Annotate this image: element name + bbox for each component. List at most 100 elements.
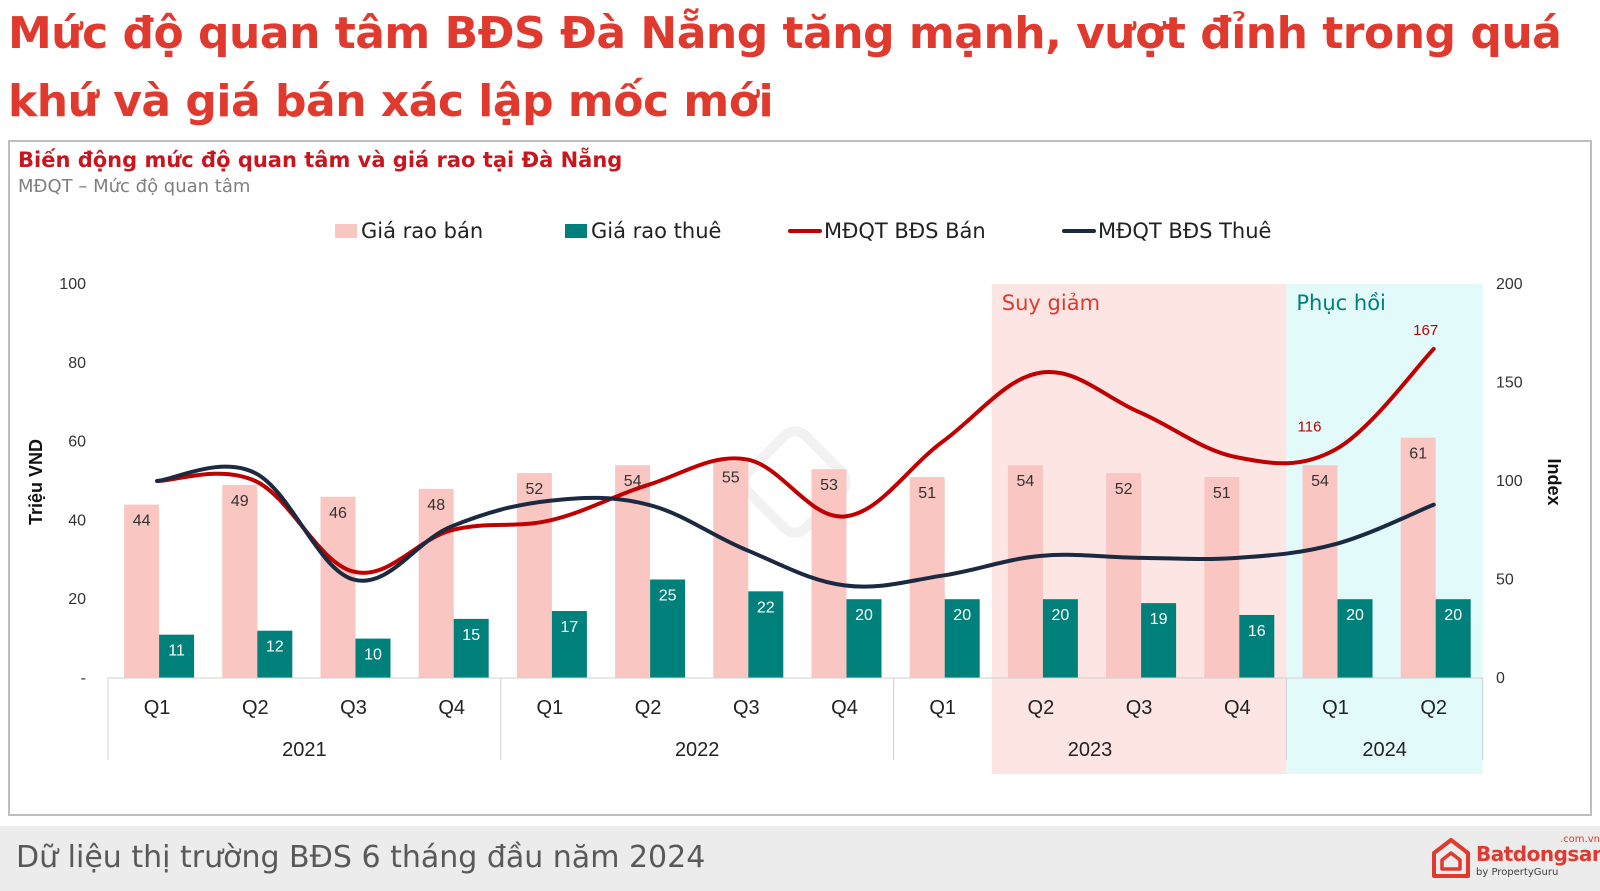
bar-data-label: 12 <box>266 639 284 656</box>
x-year-label: 2024 <box>1362 739 1407 761</box>
bar-data-label: 22 <box>757 599 775 616</box>
legend-label: Giá rao bán <box>361 219 483 243</box>
legend-label: MĐQT BĐS Thuê <box>1098 219 1271 243</box>
x-tick-label: Q3 <box>1126 697 1153 719</box>
bar <box>650 579 686 678</box>
bar <box>1042 599 1078 678</box>
x-tick-label: Q4 <box>1224 697 1251 719</box>
chart-title: Biến động mức độ quan tâm và giá rao tại… <box>18 148 623 172</box>
chart-panel: Biến động mức độ quan tâm và giá rao tại… <box>8 140 1592 816</box>
bar-data-label: 55 <box>722 469 740 486</box>
bar-data-label: 53 <box>820 477 838 494</box>
bar <box>1204 477 1240 678</box>
y-right-tick: 50 <box>1496 572 1514 589</box>
bar <box>1239 614 1275 678</box>
y-right-label: Index <box>1544 458 1564 505</box>
logo-name: Batdongsan <box>1476 842 1600 866</box>
bar <box>516 473 552 678</box>
line-series <box>155 464 1436 589</box>
bar <box>713 461 749 678</box>
bar <box>320 496 356 678</box>
bar-data-label: 20 <box>1444 607 1462 624</box>
y-right-tick: 200 <box>1496 276 1523 293</box>
bar <box>355 638 391 678</box>
bar-data-label: 16 <box>1248 623 1266 640</box>
footer-bar: Dữ liệu thị trường BĐS 6 tháng đầu năm 2… <box>0 826 1600 891</box>
bar <box>257 630 293 678</box>
bar <box>453 618 489 678</box>
bar-data-label: 51 <box>1213 485 1231 502</box>
line-data-label: 116 <box>1298 418 1322 435</box>
footer-text: Dữ liệu thị trường BĐS 6 tháng đầu năm 2… <box>16 840 706 875</box>
x-tick-label: Q2 <box>242 697 269 719</box>
bar <box>418 488 454 678</box>
bar-data-label: 20 <box>1346 607 1364 624</box>
line-data-label: 167 <box>1413 322 1438 339</box>
legend-label: MĐQT BĐS Bán <box>824 219 986 243</box>
bar <box>1302 465 1338 678</box>
y-left-tick: 20 <box>68 591 86 608</box>
y-left-label: Triệu VND <box>26 439 46 525</box>
legend-swatch <box>565 224 587 238</box>
bar <box>1106 473 1142 678</box>
bar-data-label: 10 <box>364 647 382 664</box>
region-label: Suy giảm <box>1002 291 1100 315</box>
line-series <box>155 347 1436 575</box>
y-right-tick: 150 <box>1496 375 1523 392</box>
chart-subtitle: MĐQT – Mức độ quan tâm <box>18 176 251 197</box>
bar <box>1400 437 1436 678</box>
y-left-tick: 60 <box>68 434 86 451</box>
bar <box>944 599 980 678</box>
x-tick-label: Q1 <box>929 697 956 719</box>
bar <box>159 634 195 678</box>
bar-data-label: 11 <box>168 643 185 660</box>
bar <box>748 591 784 678</box>
bar-data-label: 54 <box>1311 473 1329 490</box>
y-left-tick: 80 <box>68 355 86 372</box>
bar-data-label: 54 <box>1017 473 1035 490</box>
bar <box>551 611 587 678</box>
bar-data-label: 19 <box>1150 611 1168 628</box>
bar-data-label: 20 <box>1052 607 1070 624</box>
bar-data-label: 20 <box>953 607 971 624</box>
region-label: Phục hồi <box>1296 291 1386 315</box>
bar-data-label: 25 <box>659 588 677 605</box>
bar <box>1007 465 1043 678</box>
bar-data-label: 20 <box>855 607 873 624</box>
x-tick-label: Q1 <box>144 697 171 719</box>
x-tick-label: Q1 <box>1322 697 1349 719</box>
x-tick-label: Q3 <box>733 697 760 719</box>
logo-domain: .com.vn <box>1560 834 1600 845</box>
combo-chart: Suy giảm Phục hồi - 20 40 60 80 100 0 50 100 150 200… <box>26 219 1564 774</box>
x-tick-label: Q3 <box>340 697 367 719</box>
bar-data-label: 54 <box>624 473 642 490</box>
bar <box>124 504 160 678</box>
bar-data-label: 49 <box>231 493 249 510</box>
bar <box>1141 603 1177 678</box>
x-tick-label: Q1 <box>537 697 564 719</box>
bar <box>846 599 882 678</box>
x-year-label: 2023 <box>1068 739 1113 761</box>
bar-data-label: 15 <box>462 627 480 644</box>
x-year-label: 2022 <box>675 739 720 761</box>
y-right-tick: 100 <box>1496 473 1523 490</box>
bar-data-label: 51 <box>918 485 936 502</box>
legend-swatch <box>335 224 357 238</box>
logo-subtitle: by PropertyGuru <box>1476 867 1559 878</box>
bar <box>222 484 258 678</box>
bar <box>1337 599 1373 678</box>
x-tick-label: Q4 <box>831 697 858 719</box>
brand-logo[interactable]: Batdongsan .com.vn by PropertyGuru <box>1432 834 1600 884</box>
x-year-label: 2021 <box>282 739 327 761</box>
x-tick-label: Q2 <box>1420 697 1447 719</box>
bar-data-label: 17 <box>561 619 579 636</box>
y-left-tick: 100 <box>59 276 86 293</box>
y-left-tick: - <box>81 670 86 687</box>
bar-data-label: 44 <box>133 513 151 530</box>
batdongsan-house-icon <box>1432 838 1470 878</box>
bar-data-label: 48 <box>427 497 445 514</box>
bar-data-label: 46 <box>329 505 347 522</box>
bar <box>1435 599 1471 678</box>
x-tick-label: Q2 <box>635 697 662 719</box>
legend-label: Giá rao thuê <box>591 219 721 243</box>
